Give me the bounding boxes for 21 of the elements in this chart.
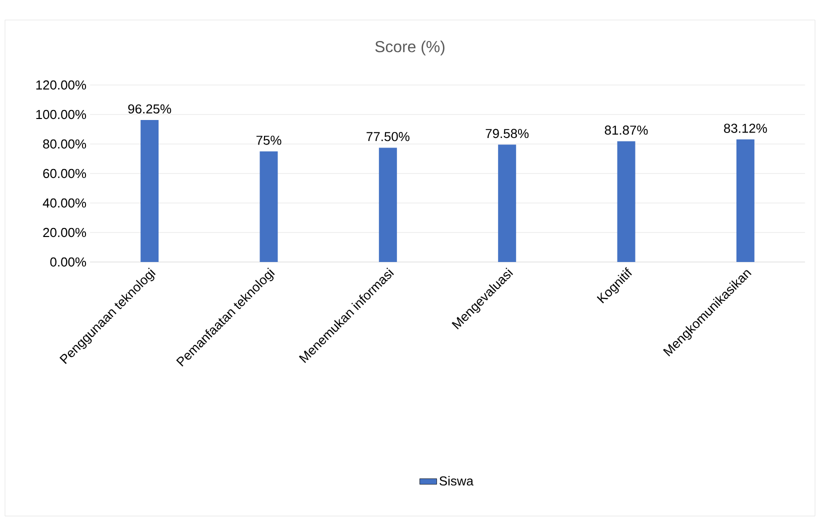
y-tick-label: 40.00%: [42, 198, 86, 208]
y-tick-label: 100.00%: [36, 110, 86, 120]
data-label: 77.50%: [366, 132, 410, 142]
data-label: 83.12%: [724, 124, 767, 133]
data-label: 79.58%: [486, 128, 529, 138]
y-tick-label: 80.00%: [43, 139, 86, 149]
data-label: 96.25%: [128, 104, 172, 114]
data-label: 75%: [256, 136, 282, 145]
y-tick-label: 0.00%: [50, 257, 86, 267]
chart-title: Score (%): [375, 40, 444, 56]
y-tick-label: 60.00%: [43, 168, 86, 178]
bar: [260, 151, 278, 262]
y-tick-label: 120.00%: [36, 80, 86, 90]
data-label: 81.87%: [604, 126, 648, 135]
bar: [498, 144, 516, 262]
bar: [617, 141, 636, 262]
bar: [140, 120, 159, 262]
bar: [736, 139, 754, 262]
bar: [378, 148, 397, 262]
y-tick-label: 20.00%: [43, 228, 86, 238]
legend-label: Siswa: [440, 476, 474, 486]
